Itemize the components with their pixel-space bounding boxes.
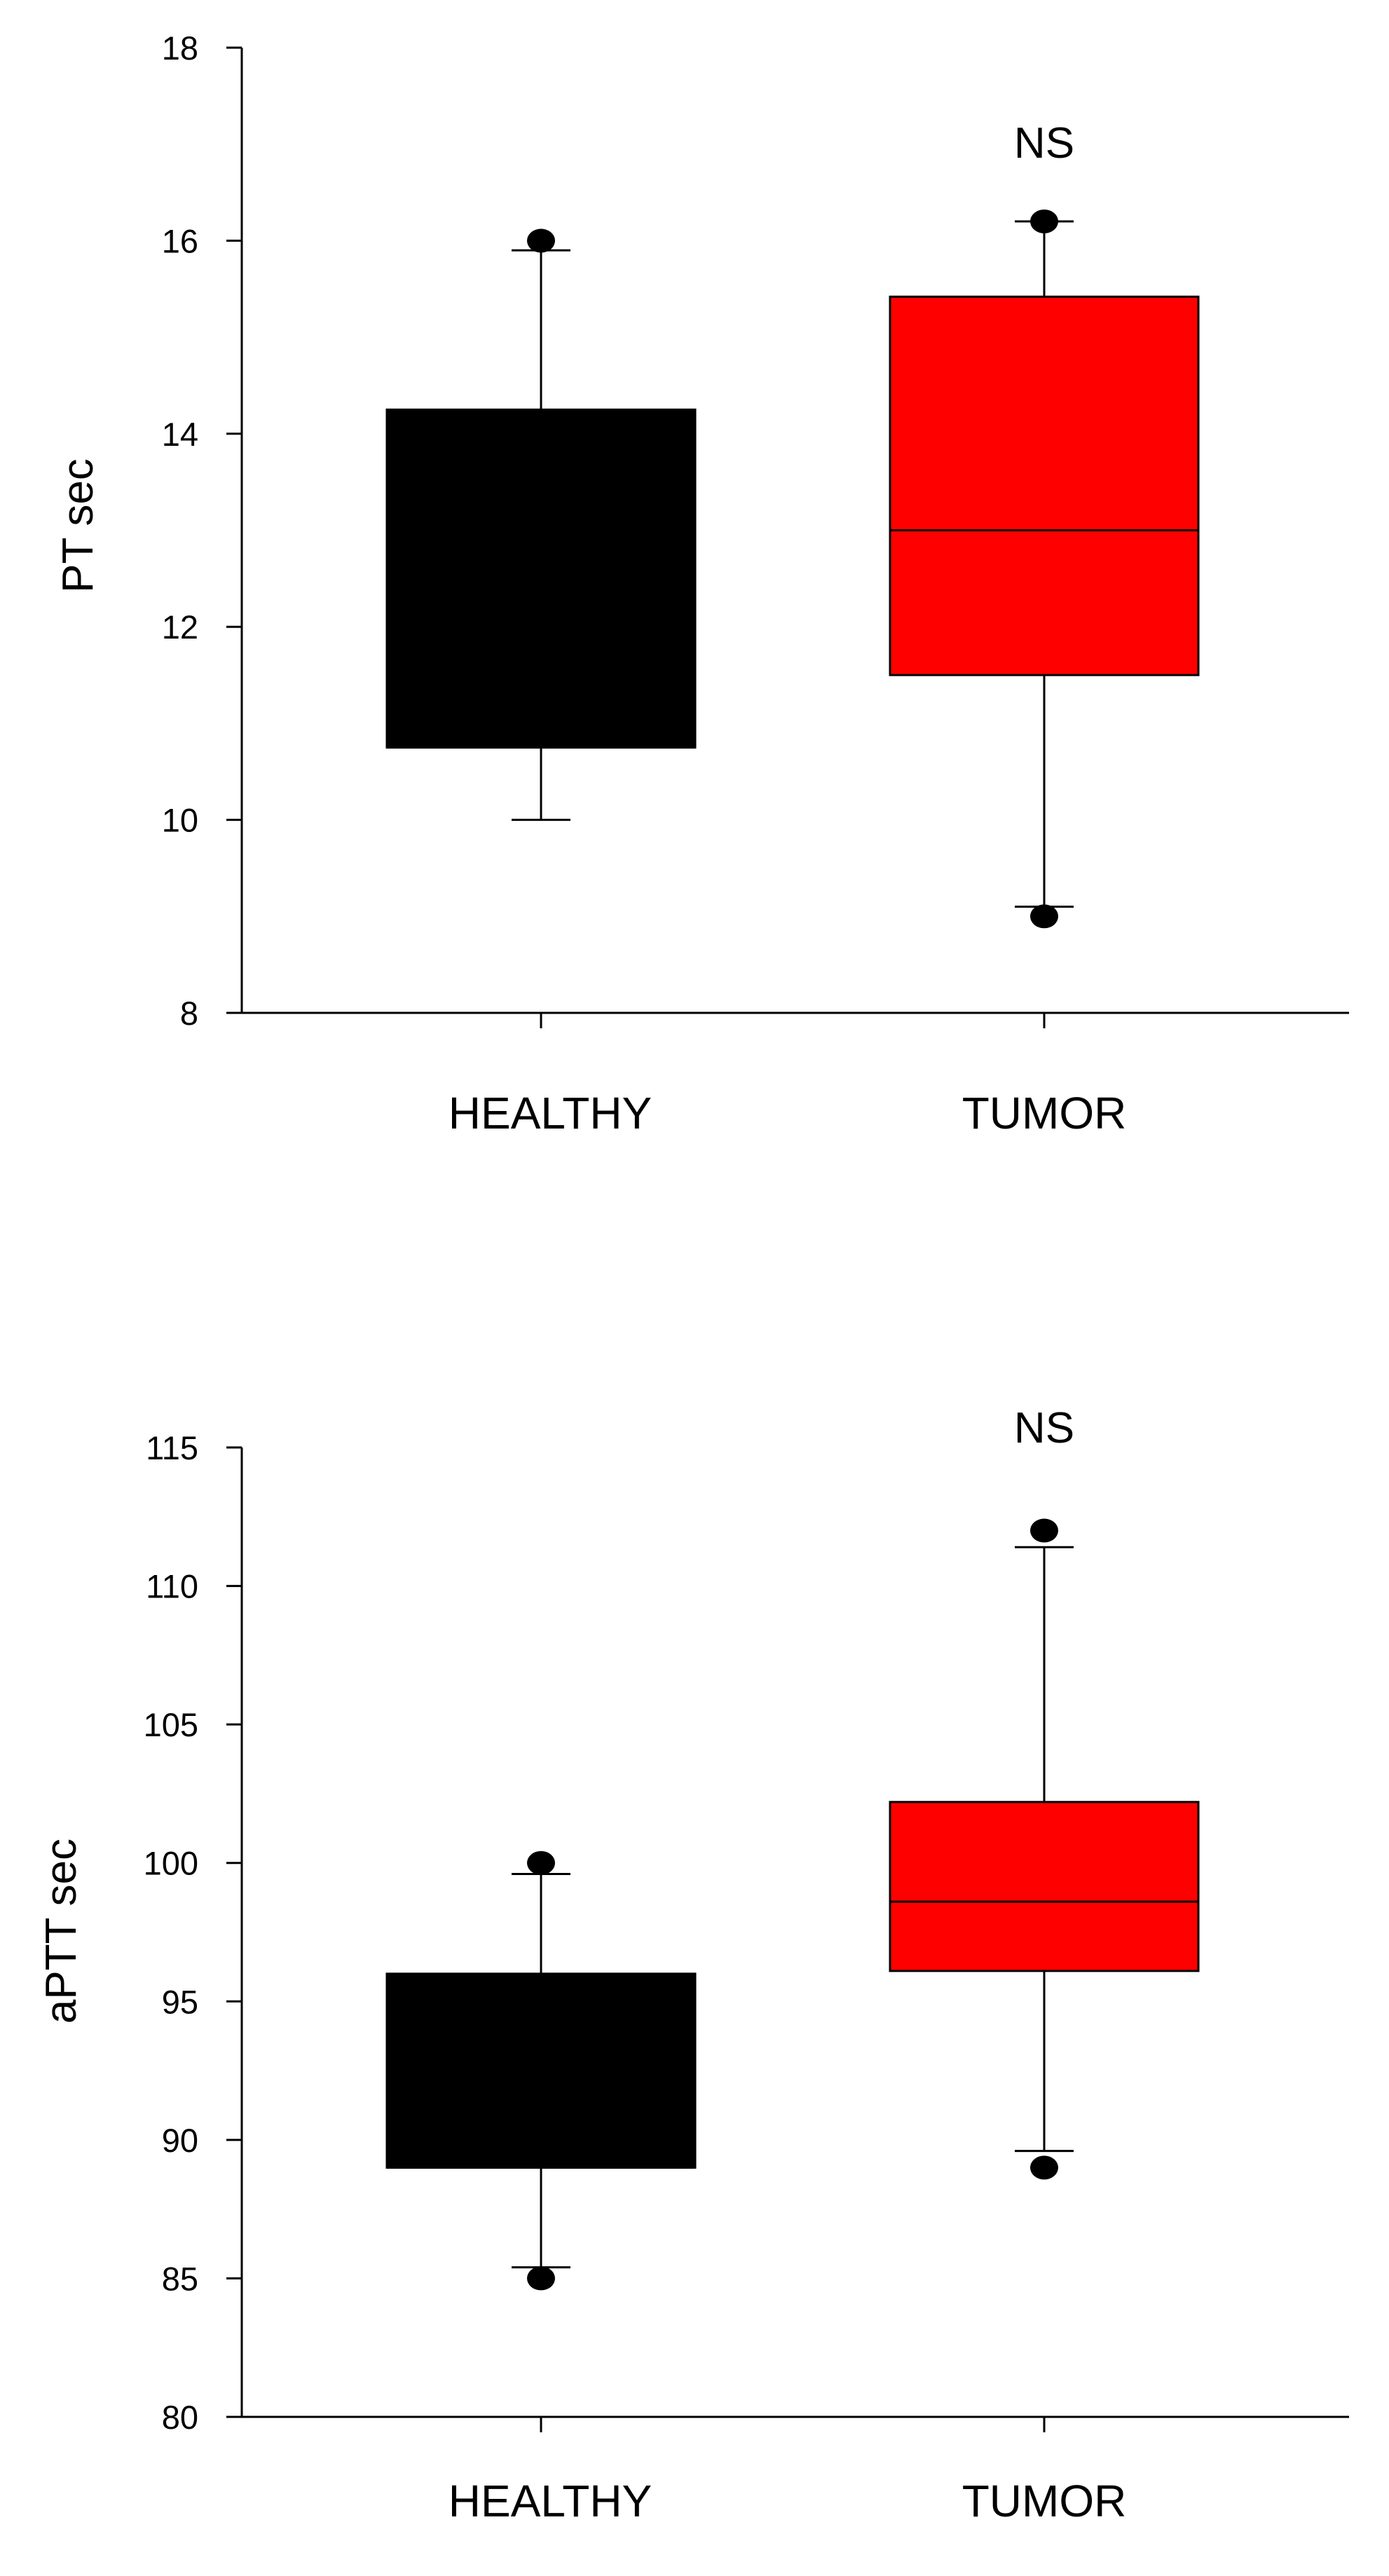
pt-y-tick-label: 14 — [162, 416, 198, 453]
aptt-category-label-tumor: TUMOR — [962, 2476, 1127, 2526]
pt-tumor-box — [889, 295, 1200, 676]
aptt-box-plot: aPTT sec NS HEALTHY TUMOR 80 85 90 95 100 105… — [37, 1404, 1349, 2526]
aptt-y-tick-label: 110 — [146, 1568, 198, 1605]
pt-tumor-outlier-point — [1030, 904, 1058, 929]
pt-significance-label: NS — [1014, 119, 1074, 168]
aptt-significance-label: NS — [1014, 1404, 1074, 1452]
aptt-y-tick-label: 105 — [144, 1706, 198, 1743]
pt-healthy-box — [385, 408, 697, 749]
aptt-y-tick-label: 85 — [162, 2260, 198, 2297]
aptt-tumor-outlier-point — [1030, 1518, 1058, 1543]
pt-tumor-outlier-point — [1030, 209, 1058, 233]
aptt-y-axis-label: aPTT sec — [37, 1839, 85, 2024]
aptt-tumor-box — [889, 1801, 1200, 1972]
pt-y-axis-label: PT sec — [54, 458, 102, 593]
pt-category-label-healthy: HEALTHY — [449, 1088, 652, 1138]
pt-y-tick-label: 16 — [162, 222, 198, 259]
aptt-tumor-outlier-point — [1030, 2155, 1058, 2180]
pt-y-tick-label: 18 — [162, 29, 198, 67]
aptt-healthy-outlier-point — [527, 1851, 555, 1875]
aptt-y-tick-label: 100 — [144, 1845, 198, 1882]
aptt-y-tick-label: 80 — [162, 2399, 198, 2436]
aptt-healthy-outlier-point — [527, 2266, 555, 2291]
aptt-y-tick-label: 95 — [162, 1983, 198, 2020]
pt-y-tick-label: 10 — [162, 802, 198, 839]
pt-y-tick-label: 8 — [180, 995, 198, 1032]
aptt-category-label-healthy: HEALTHY — [449, 2476, 652, 2526]
pt-y-tick-label: 12 — [162, 608, 198, 646]
aptt-y-tick-label: 90 — [162, 2122, 198, 2159]
aptt-healthy-box — [385, 1972, 697, 2169]
pt-healthy-outlier-point — [527, 229, 555, 253]
pt-box-plot: PT sec NS HEALTHY TUMOR 8 10 12 14 16 18 — [54, 29, 1349, 1138]
aptt-y-tick-label: 115 — [146, 1429, 198, 1466]
pt-category-label-tumor: TUMOR — [962, 1088, 1127, 1138]
